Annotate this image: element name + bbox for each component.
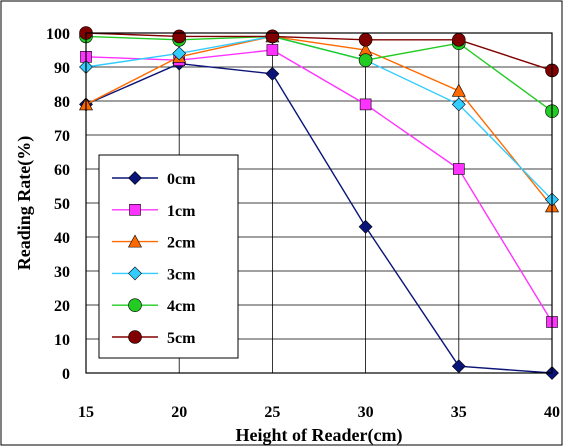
data-point <box>451 83 466 97</box>
y-tick-label: 20 <box>54 298 70 315</box>
y-tick-label: 90 <box>54 60 70 77</box>
legend-item: 4cm <box>112 298 196 315</box>
data-point <box>358 219 373 234</box>
series-line <box>85 35 553 112</box>
y-tick-label: 0 <box>62 366 70 383</box>
y-tick-label: 60 <box>54 162 70 179</box>
tick-labels: 0 10 20 30 40 50 60 70 80 90 100 15 20 25 30 35 40 <box>46 26 560 421</box>
y-tick-label: 100 <box>46 26 70 43</box>
x-tick-label: 20 <box>171 404 187 421</box>
data-point <box>359 98 372 111</box>
data-point <box>358 53 373 68</box>
data-point <box>172 29 186 44</box>
x-axis-title: Height of Reader(cm) <box>236 425 403 446</box>
y-tick-label: 10 <box>54 332 70 349</box>
legend-marker <box>128 266 142 281</box>
x-tick-label: 30 <box>358 404 374 421</box>
legend: 0cm 1cm 2cm 3cm 4cm 5cm <box>98 154 239 359</box>
legend-marker <box>128 330 142 344</box>
data-point <box>452 163 465 175</box>
legend-label: 2cm <box>167 235 196 252</box>
legend-marker <box>128 171 142 185</box>
data-point <box>451 32 466 47</box>
x-tick-label: 25 <box>264 404 280 421</box>
x-tick-label: 35 <box>451 404 467 421</box>
y-tick-label: 70 <box>54 128 70 145</box>
series-line <box>85 62 553 374</box>
x-tick-label: 40 <box>544 404 560 421</box>
series-line <box>85 32 553 72</box>
legend-item: 1cm <box>112 203 196 220</box>
series-line <box>85 49 553 323</box>
x-tick-label: 15 <box>78 404 94 421</box>
legend-label: 4cm <box>167 298 196 315</box>
legend-label: 5cm <box>167 330 196 347</box>
data-point <box>265 66 280 81</box>
plot-area-frame <box>85 32 553 374</box>
data-point <box>266 44 279 56</box>
legend-label: 3cm <box>167 266 196 283</box>
legend-label: 1cm <box>167 203 196 220</box>
series-line <box>85 35 553 207</box>
y-tick-label: 30 <box>54 264 70 281</box>
data-point <box>265 29 280 44</box>
legend-label: 0cm <box>167 171 196 188</box>
legend-box <box>98 154 239 359</box>
legend-marker <box>129 204 141 216</box>
y-axis-title: Reading Rate(%) <box>14 136 35 270</box>
legend-marker <box>127 234 143 248</box>
data-point <box>172 46 187 61</box>
legend-item: 3cm <box>112 266 196 283</box>
legend-marker <box>128 298 142 313</box>
legend-item: 5cm <box>112 330 196 347</box>
y-tick-label: 50 <box>54 196 70 213</box>
y-tick-label: 80 <box>54 94 70 111</box>
y-tick-label: 40 <box>54 230 70 247</box>
legend-item: 0cm <box>112 171 196 188</box>
data-point <box>451 97 466 112</box>
data-point <box>358 32 373 47</box>
legend-item: 2cm <box>112 234 196 252</box>
